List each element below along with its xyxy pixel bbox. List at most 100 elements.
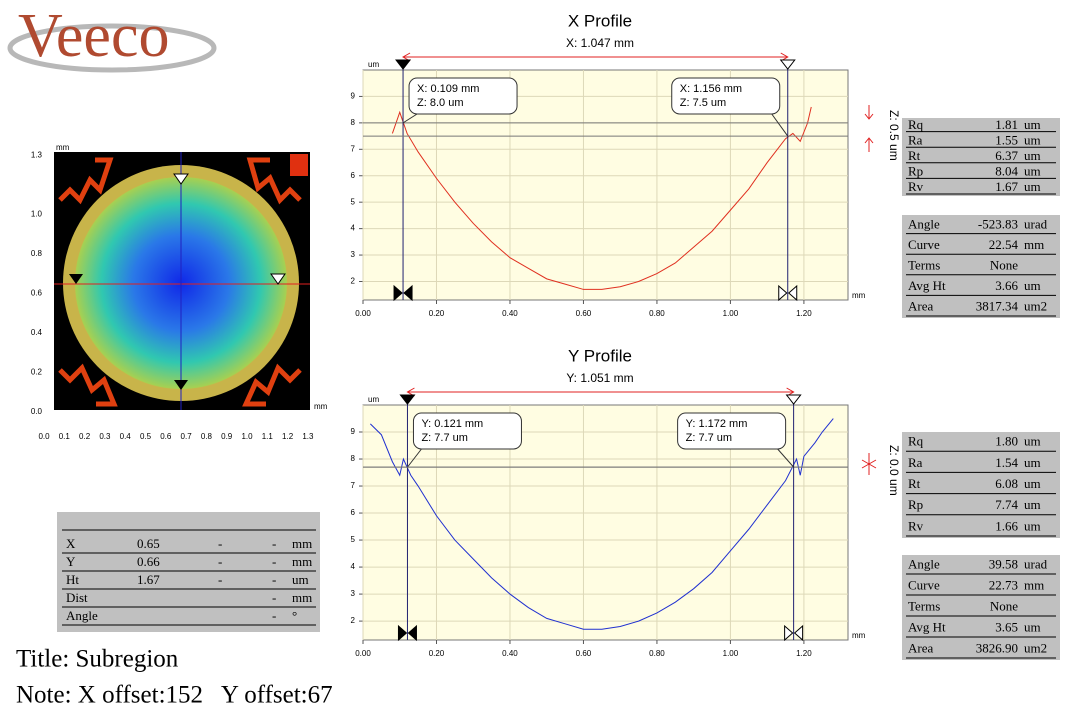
y-tick-label: 7 bbox=[351, 144, 356, 153]
table-cell: - bbox=[218, 536, 222, 551]
stats-value: 1.66 bbox=[995, 518, 1018, 533]
table-cell: mm bbox=[292, 536, 312, 551]
x-tick-label: 1.00 bbox=[723, 309, 739, 318]
x-tick-label: 0.40 bbox=[502, 649, 518, 658]
stats-value: None bbox=[990, 598, 1018, 613]
stats-unit: urad bbox=[1024, 556, 1048, 571]
map-y-tick-label: 1.0 bbox=[31, 210, 43, 219]
y-tick-label: 2 bbox=[351, 277, 356, 286]
table-cell: Dist bbox=[66, 590, 88, 605]
map-y-tick-label: 0.4 bbox=[31, 328, 43, 337]
stats-unit: um bbox=[1024, 434, 1041, 449]
stats-unit: um bbox=[1024, 179, 1041, 194]
stats-unit: mm bbox=[1024, 237, 1044, 252]
cursor-label: Z: 7.7 um bbox=[421, 432, 467, 444]
y-tick-label: 9 bbox=[351, 427, 356, 436]
map-x-tick-label: 0.4 bbox=[120, 432, 132, 441]
map-x-tick-label: 0.2 bbox=[79, 432, 91, 441]
stats-unit: um bbox=[1024, 497, 1041, 512]
map-x-tick-label: 0.7 bbox=[181, 432, 193, 441]
stats-name: Area bbox=[908, 299, 933, 314]
logo: Veeco bbox=[18, 2, 169, 70]
stats-name: Area bbox=[908, 640, 933, 655]
map-y-unit: mm bbox=[56, 143, 70, 152]
table-cell: - bbox=[272, 536, 276, 551]
surface-map bbox=[54, 152, 310, 410]
table-cell: Y bbox=[66, 554, 76, 569]
stats-value: 1.54 bbox=[995, 455, 1018, 470]
y-tick-label: 7 bbox=[351, 481, 356, 490]
stats-name: Ra bbox=[908, 132, 923, 147]
stats-value: 6.08 bbox=[995, 476, 1018, 491]
page-title: Title: Subregion bbox=[16, 646, 179, 673]
stats-unit: um bbox=[1024, 132, 1041, 147]
table-cell: 0.66 bbox=[137, 554, 160, 569]
stats-name: Rq bbox=[908, 117, 924, 132]
y-tick-label: 4 bbox=[351, 224, 356, 233]
x-tick-label: 0.20 bbox=[429, 649, 445, 658]
stats-unit: mm bbox=[1024, 577, 1044, 592]
map-x-tick-label: 1.2 bbox=[282, 432, 294, 441]
y-tick-label: 3 bbox=[351, 589, 356, 598]
corner-block bbox=[290, 154, 308, 176]
chart-subtitle: X: 1.047 mm bbox=[566, 36, 634, 50]
x-tick-label: 0.80 bbox=[649, 649, 665, 658]
y-tick-label: 2 bbox=[351, 616, 356, 625]
table-cell: Angle bbox=[66, 608, 98, 623]
stats-name: Rp bbox=[908, 497, 923, 512]
map-y-tick-label: 0.0 bbox=[31, 407, 43, 416]
stats-value: 1.67 bbox=[995, 179, 1018, 194]
map-x-tick-label: 1.1 bbox=[262, 432, 274, 441]
map-y-tick-label: 0.8 bbox=[31, 249, 43, 258]
side-label: Z: 0.0 um bbox=[887, 445, 901, 496]
stats-unit: um bbox=[1024, 164, 1041, 179]
chart-title: Y Profile bbox=[568, 346, 632, 365]
x-tick-label: 1.20 bbox=[796, 309, 812, 318]
y-tick-label: 9 bbox=[351, 92, 356, 101]
stats-unit: um bbox=[1024, 148, 1041, 163]
table-cell: - bbox=[218, 554, 222, 569]
stats-value: 8.04 bbox=[995, 164, 1018, 179]
side-label: Z: 0.5 um bbox=[887, 110, 901, 161]
stats-value: 6.37 bbox=[995, 148, 1018, 163]
x-tick-label: 0.40 bbox=[502, 309, 518, 318]
table-cell: - bbox=[272, 590, 276, 605]
table-cell: X bbox=[66, 536, 76, 551]
stats-unit: um bbox=[1024, 476, 1041, 491]
chart-title: X Profile bbox=[568, 11, 632, 30]
stats-value: 22.54 bbox=[989, 237, 1019, 252]
stats-unit: um2 bbox=[1024, 640, 1047, 655]
table-cell: ° bbox=[292, 608, 297, 623]
table-cell: - bbox=[272, 608, 276, 623]
map-y-tick-label: 0.2 bbox=[31, 368, 43, 377]
stats-unit: um bbox=[1024, 619, 1041, 634]
stats-value: -523.83 bbox=[978, 216, 1018, 231]
stats-value: 22.73 bbox=[989, 577, 1018, 592]
page: Veeco mm mm Title: Subregion Note: X off… bbox=[0, 0, 1068, 713]
stats-name: Curve bbox=[908, 577, 940, 592]
y-axis-label: um bbox=[368, 395, 379, 404]
stats-value: 7.74 bbox=[995, 497, 1018, 512]
cursor-label: Z: 7.7 um bbox=[686, 432, 732, 444]
map-x-tick-label: 0.8 bbox=[201, 432, 213, 441]
x-tick-label: 0.00 bbox=[355, 309, 371, 318]
cursor-label: Y: 1.172 mm bbox=[686, 418, 748, 430]
stats-name: Rt bbox=[908, 148, 921, 163]
table-cell: um bbox=[292, 572, 309, 587]
table-cell: 1.67 bbox=[137, 572, 160, 587]
map-y-tick-label: 1.3 bbox=[31, 150, 43, 159]
x-tick-label: 1.20 bbox=[796, 649, 812, 658]
y-tick-label: 4 bbox=[351, 562, 356, 571]
x-tick-label: 0.00 bbox=[355, 649, 371, 658]
stats-unit: um2 bbox=[1024, 299, 1047, 314]
y-tick-label: 5 bbox=[351, 535, 356, 544]
stats-value: 3817.34 bbox=[976, 299, 1019, 314]
y-tick-label: 8 bbox=[351, 118, 356, 127]
x-tick-label: 0.80 bbox=[649, 309, 665, 318]
table-cell: mm bbox=[292, 590, 312, 605]
x-tick-label: 1.00 bbox=[723, 649, 739, 658]
stats-name: Terms bbox=[908, 257, 940, 272]
map-x-tick-label: 1.0 bbox=[241, 432, 253, 441]
stats-name: Avg Ht bbox=[908, 278, 946, 293]
stats-value: 3826.90 bbox=[976, 640, 1018, 655]
